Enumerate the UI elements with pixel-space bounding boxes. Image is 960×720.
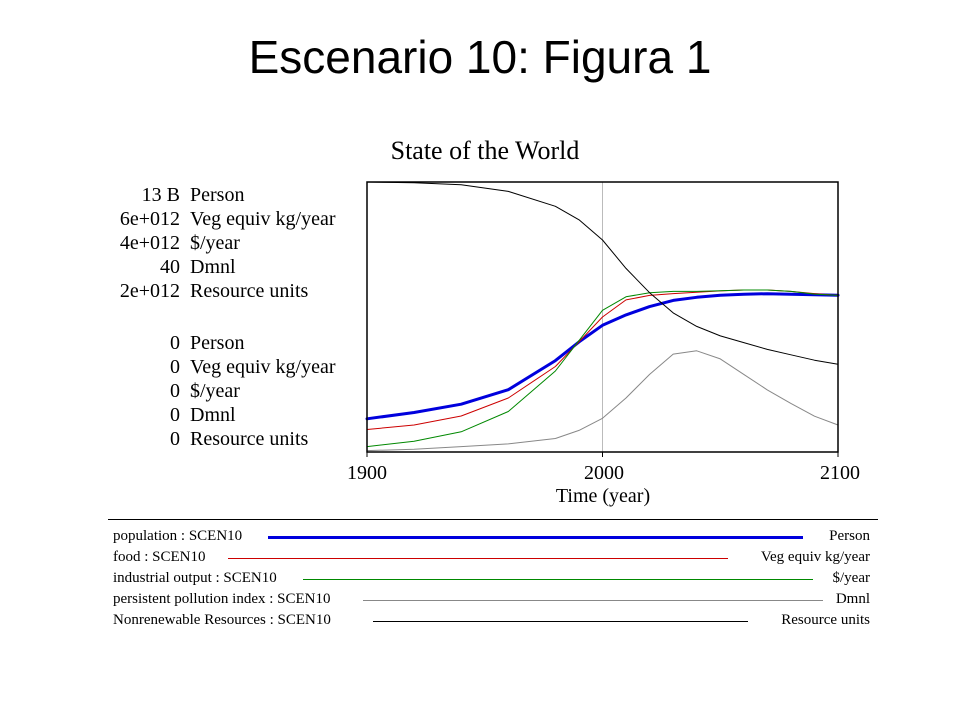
legend-item: Nonrenewable Resources : SCEN10 Resource…: [108, 612, 878, 633]
x-tick-label: 2100: [820, 462, 860, 484]
scale-row: 0 Veg equiv kg/year: [90, 355, 350, 379]
scale-value: 0: [170, 380, 180, 402]
legend-swatch: [268, 536, 803, 539]
series-line-4: [366, 350, 839, 452]
scale-value: 0: [170, 404, 180, 426]
series-line-1: [365, 292, 840, 421]
scale-row: 4e+012 $/year: [90, 231, 350, 255]
legend-series-unit: Veg equiv kg/year: [760, 549, 870, 566]
scale-value: 0: [170, 332, 180, 354]
series-line-5: [366, 181, 839, 365]
scale-row: 0 Dmnl: [90, 403, 350, 427]
scale-value: 0: [170, 356, 180, 378]
scale-unit: Person: [190, 332, 245, 354]
scale-unit: Dmnl: [190, 256, 236, 278]
legend-item: persistent pollution index : SCEN10 Dmnl: [108, 591, 878, 612]
scale-row: 0 $/year: [90, 379, 350, 403]
legend-swatch: [373, 621, 748, 622]
legend-series-name: population : SCEN10: [113, 528, 243, 545]
slide-title: Escenario 10: Figura 1: [248, 31, 712, 83]
legend-series-name: persistent pollution index : SCEN10: [113, 591, 331, 608]
scale-row: 40 Dmnl: [90, 255, 350, 279]
legend-series-unit: $/year: [832, 570, 870, 587]
legend-series-name: food : SCEN10: [113, 549, 206, 566]
scale-row: 2e+012 Resource units: [90, 279, 350, 303]
scale-value: 4e+012: [119, 232, 180, 254]
legend-item: industrial output : SCEN10 $/year: [108, 570, 878, 591]
scale-row: 6e+012 Veg equiv kg/year: [90, 207, 350, 231]
scale-unit: Resource units: [190, 428, 309, 450]
scale-row: 0 Resource units: [90, 427, 350, 451]
scale-unit: Person: [190, 184, 245, 206]
legend-series-unit: Resource units: [781, 612, 870, 629]
scale-unit: Dmnl: [190, 404, 236, 426]
scale-unit: $/year: [190, 380, 240, 402]
scale-unit: $/year: [190, 232, 240, 254]
x-tick-label: 1900: [347, 462, 387, 484]
legend-swatch: [303, 579, 813, 580]
legend-swatch: [363, 600, 823, 601]
scale-value: 2e+012: [119, 280, 180, 302]
x-tick-label: 2000: [584, 462, 624, 484]
x-axis-title: Time (year): [555, 485, 651, 507]
legend-item: population : SCEN10 Person: [108, 528, 878, 549]
scale-unit: Veg equiv kg/year: [190, 208, 336, 230]
scale-unit: Veg equiv kg/year: [190, 356, 336, 378]
legend-series-name: Nonrenewable Resources : SCEN10: [113, 612, 331, 629]
chart-title: State of the World: [390, 136, 580, 165]
legend-swatch: [228, 558, 728, 559]
scale-value: 13 B: [141, 184, 180, 206]
scale-row: 0 Person: [90, 331, 350, 355]
scale-value: 6e+012: [119, 208, 180, 230]
legend-series-unit: Dmnl: [835, 591, 870, 608]
scale-value: 0: [170, 428, 180, 450]
legend: population : SCEN10 Person food : SCEN10…: [108, 519, 878, 634]
legend-item: food : SCEN10 Veg equiv kg/year: [108, 549, 878, 570]
scale-value: 40: [160, 256, 180, 278]
scale-row: 13 B Person: [90, 183, 350, 207]
legend-series-name: industrial output : SCEN10: [113, 570, 277, 587]
legend-series-unit: Person: [829, 528, 870, 545]
scale-unit: Resource units: [190, 280, 309, 302]
